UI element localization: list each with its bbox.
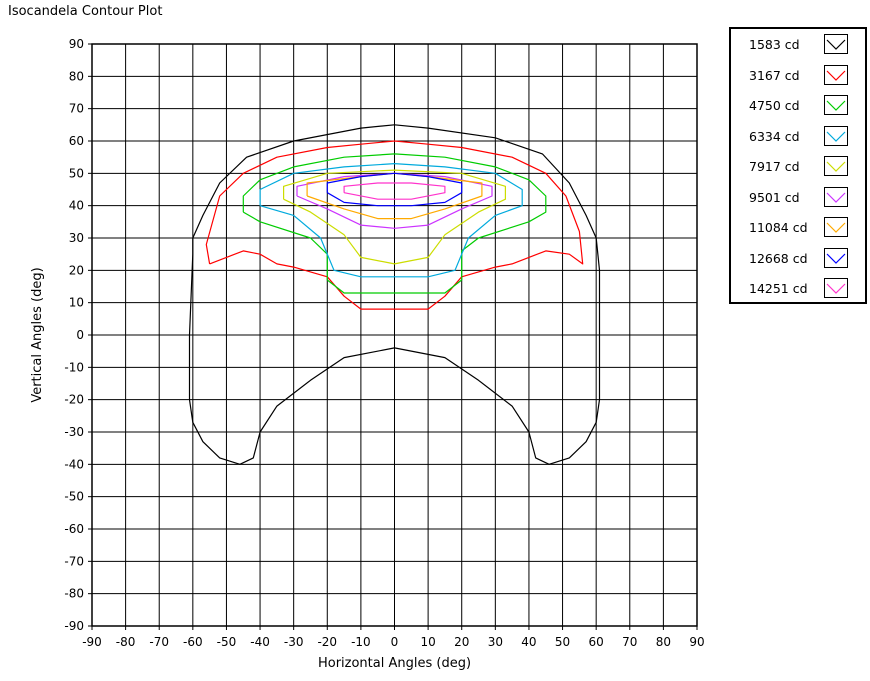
legend-swatch bbox=[824, 95, 848, 115]
legend-line-glyph bbox=[826, 283, 846, 294]
legend-swatch bbox=[824, 217, 848, 237]
legend-entry: 3167 cd bbox=[731, 61, 865, 92]
legend-label: 11084 cd bbox=[749, 220, 808, 235]
y-tick-label: 30 bbox=[69, 231, 84, 245]
legend: 1583 cd 3167 cd 4750 cd 6334 cd 7917 cd 9501 … bbox=[729, 27, 867, 304]
legend-line-glyph bbox=[826, 222, 846, 233]
x-tick-label: -90 bbox=[82, 635, 102, 649]
y-tick-label: 40 bbox=[69, 199, 84, 213]
chart-title: Isocandela Contour Plot bbox=[8, 4, 163, 19]
x-tick-label: -40 bbox=[250, 635, 270, 649]
x-tick-label: -60 bbox=[183, 635, 203, 649]
x-tick-label: 60 bbox=[589, 635, 604, 649]
x-tick-label: 70 bbox=[622, 635, 637, 649]
contour-line-1583-cd bbox=[188, 124, 601, 465]
y-tick-label: -20 bbox=[64, 393, 84, 407]
y-tick-label: 60 bbox=[69, 134, 84, 148]
x-tick-label: 10 bbox=[420, 635, 435, 649]
x-axis-label: Horizontal Angles (deg) bbox=[318, 656, 471, 671]
y-tick-label: 20 bbox=[69, 263, 84, 277]
legend-entry: 1583 cd bbox=[731, 30, 865, 61]
y-tick-label: -30 bbox=[64, 425, 84, 439]
tick-labels: -90 -80 -70 -60 -50 -40 -30 -20 -10 0 10 20 30 40 50 60… bbox=[64, 37, 704, 649]
y-axis-label: Vertical Angles (deg) bbox=[30, 267, 45, 402]
legend-swatch bbox=[824, 125, 848, 146]
legend-entry: 6334 cd bbox=[731, 122, 865, 153]
x-tick-label: 40 bbox=[521, 635, 536, 649]
legend-swatch bbox=[824, 34, 848, 54]
x-tick-label: 80 bbox=[656, 635, 671, 649]
y-tick-label: -40 bbox=[64, 457, 84, 471]
legend-entry: 11084 cd bbox=[731, 213, 865, 244]
grid-lines bbox=[91, 43, 698, 627]
legend-line-glyph bbox=[826, 100, 846, 111]
x-tick-label: 30 bbox=[488, 635, 503, 649]
x-tick-label: -10 bbox=[351, 635, 371, 649]
legend-label: 12668 cd bbox=[749, 250, 808, 266]
contour-line-11084-cd bbox=[306, 172, 483, 220]
contour-line-9501-cd bbox=[296, 172, 493, 229]
legend-entry: 14251 cd bbox=[731, 274, 865, 305]
contour-line-12668-cd bbox=[326, 172, 463, 207]
legend-swatch bbox=[824, 186, 848, 207]
x-tick-label: -30 bbox=[284, 635, 304, 649]
legend-label: 7917 cd bbox=[749, 159, 800, 174]
legend-label: 9501 cd bbox=[749, 189, 800, 205]
y-tick-label: -10 bbox=[64, 360, 84, 374]
y-tick-label: -80 bbox=[64, 587, 84, 601]
legend-swatch bbox=[824, 64, 848, 85]
x-tick-label: 90 bbox=[689, 635, 704, 649]
contour-line-4750-cd bbox=[242, 153, 547, 294]
y-tick-label: -90 bbox=[64, 619, 84, 633]
legend-line-glyph bbox=[826, 253, 846, 264]
legend-swatch bbox=[824, 247, 848, 268]
legend-entry: 9501 cd bbox=[731, 183, 865, 214]
x-tick-label: 0 bbox=[391, 635, 399, 649]
contour-line-3167-cd bbox=[205, 140, 584, 310]
y-tick-label: 10 bbox=[69, 296, 84, 310]
legend-entry: 4750 cd bbox=[731, 91, 865, 122]
x-tick-label: -70 bbox=[149, 635, 169, 649]
x-tick-label: 50 bbox=[555, 635, 570, 649]
x-tick-label: -50 bbox=[217, 635, 237, 649]
y-tick-label: -50 bbox=[64, 490, 84, 504]
y-tick-label: 80 bbox=[69, 69, 84, 83]
plot-frame bbox=[91, 43, 698, 627]
x-tick-label: 20 bbox=[454, 635, 469, 649]
y-tick-label: 50 bbox=[69, 166, 84, 180]
legend-entry: 12668 cd bbox=[731, 244, 865, 275]
legend-label: 1583 cd bbox=[749, 37, 800, 52]
legend-line-glyph bbox=[826, 39, 846, 50]
legend-entry: 7917 cd bbox=[731, 152, 865, 183]
legend-label: 4750 cd bbox=[749, 98, 800, 113]
y-tick-label: 70 bbox=[69, 102, 84, 116]
legend-line-glyph bbox=[826, 161, 846, 172]
y-tick-label: 90 bbox=[69, 37, 84, 51]
contour-line-6334-cd bbox=[259, 163, 523, 278]
y-tick-label: -60 bbox=[64, 522, 84, 536]
legend-swatch bbox=[824, 156, 848, 176]
contour-line-7917-cd bbox=[283, 169, 506, 265]
y-tick-label: -70 bbox=[64, 554, 84, 568]
legend-label: 14251 cd bbox=[749, 281, 808, 296]
x-tick-label: -80 bbox=[116, 635, 136, 649]
legend-line-glyph bbox=[826, 192, 846, 203]
legend-line-glyph bbox=[826, 131, 846, 142]
legend-swatch bbox=[824, 278, 848, 298]
y-tick-label: 0 bbox=[76, 328, 84, 342]
x-tick-label: -20 bbox=[317, 635, 337, 649]
legend-line-glyph bbox=[826, 70, 846, 81]
contour-line-14251-cd bbox=[343, 182, 446, 200]
legend-label: 3167 cd bbox=[749, 67, 800, 83]
legend-label: 6334 cd bbox=[749, 128, 800, 144]
contour-lines bbox=[188, 124, 601, 465]
